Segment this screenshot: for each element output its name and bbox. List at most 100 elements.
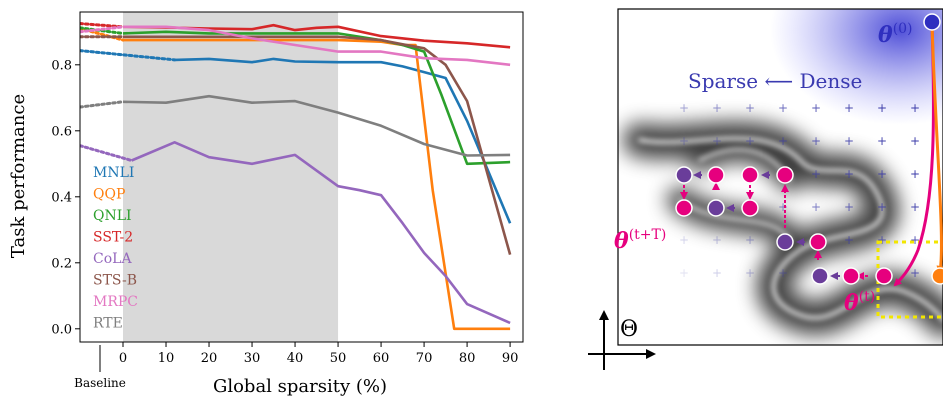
line-chart: 0 10 20 30 40 50 60 70 80 90 0.0 0.2 0.4 0.6 0.8 MNLI…: [8, 11, 524, 397]
x-tick-label: 50: [330, 351, 347, 366]
grid-plus: +: [877, 101, 887, 115]
sparse-steps: [680, 171, 868, 280]
y-tick-label: 0.8: [51, 58, 72, 73]
grid-plus: +: [679, 101, 689, 115]
baseline-label: Baseline: [74, 376, 126, 390]
x-axis-label: Global sparsity (%): [213, 376, 387, 397]
x-tick-label: 20: [201, 351, 218, 366]
legend-entry-STS-B: STS-B: [93, 273, 137, 289]
node: [741, 199, 759, 217]
grid-plus: +: [910, 233, 920, 247]
grid-plus: +: [679, 266, 689, 280]
x-tick-label: 0: [119, 351, 127, 366]
trajectory-nodes: [675, 13, 943, 285]
grid-plus: +: [745, 101, 755, 115]
grid-plus: +: [910, 101, 920, 115]
grid-plus: +: [910, 200, 920, 214]
orange-trajectory-arrow: [930, 23, 943, 275]
x-tick-label: 40: [287, 351, 304, 366]
loss-valleys-blur: [623, 121, 943, 337]
legend-entry-CoLA: CoLA: [93, 251, 132, 267]
grid-plus: +: [811, 167, 821, 181]
thetaT-node: [675, 199, 693, 217]
series-baseline-link-4: [80, 144, 134, 162]
series-line-MNLI: [174, 57, 512, 224]
node: [811, 267, 829, 285]
series-layer: [80, 22, 512, 331]
series-line-QNLI: [122, 30, 511, 166]
node: [809, 233, 827, 251]
grid-plus: +: [811, 200, 821, 214]
highlight-box: [876, 240, 943, 319]
legend-entry-QNLI: QNLI: [93, 208, 132, 224]
theta0-node: [923, 13, 941, 31]
grid-plus: +: [910, 167, 920, 181]
node: [675, 166, 693, 184]
grid-plus: +: [712, 101, 722, 115]
grid-plus: +: [844, 233, 854, 247]
x-tick-label: 10: [158, 351, 175, 366]
legend-entry-QQP: QQP: [93, 187, 125, 203]
grid-plus: +: [679, 233, 689, 247]
thetat-node: [875, 267, 893, 285]
grid-plus: +: [877, 167, 887, 181]
series-baseline-link-0: [80, 49, 177, 62]
y-tick-label: 0.0: [51, 322, 72, 337]
y-tick-label: 0.6: [51, 124, 72, 139]
grid-plus: +: [877, 200, 887, 214]
grid-plus: +: [844, 167, 854, 181]
y-axis-label: Task performance: [8, 94, 29, 258]
node: [776, 166, 794, 184]
series-baseline-link-3: [80, 22, 125, 29]
grid-plus: +: [778, 200, 788, 214]
y-tick-label: 0.4: [51, 190, 72, 205]
node: [741, 166, 759, 184]
legend-entry-MNLI: MNLI: [93, 165, 134, 181]
landscape-background: ++++++++++++++++++++++++++++++++++++++++…: [623, 9, 943, 337]
theta-axis-label: Θ: [620, 317, 638, 342]
grid-plus: +: [745, 266, 755, 280]
plot-frame: [79, 11, 524, 343]
node: [776, 233, 794, 251]
x-tick-label: 70: [416, 351, 433, 366]
x-tick-label: 90: [502, 351, 519, 366]
dense-region: [770, 9, 943, 125]
orange-node: [931, 267, 943, 285]
grid-plus: +: [778, 266, 788, 280]
optimization-diagram: ++++++++++++++++++++++++++++++++++++++++…: [588, 8, 943, 370]
theta0-label: θ(0): [878, 21, 913, 48]
grid-plus: +: [778, 134, 788, 148]
x-tick-label: 30: [244, 351, 261, 366]
grid-plus: +: [778, 101, 788, 115]
grid-plus: +: [844, 101, 854, 115]
series-line-RTE: [122, 94, 511, 157]
y-tick-label: 0.2: [51, 256, 72, 271]
grid-plus: +: [910, 134, 920, 148]
grid-plus: +: [745, 233, 755, 247]
series-line-QQP: [123, 38, 511, 331]
grid-plus: +: [712, 266, 722, 280]
y-axis-ticks: 0.0 0.2 0.4 0.6 0.8: [51, 58, 80, 337]
grid-plus: +: [745, 134, 755, 148]
x-axis-ticks: 0 10 20 30 40 50 60 70 80 90: [119, 342, 519, 366]
grid-plus: +: [844, 200, 854, 214]
series-line-CoLA: [131, 141, 511, 325]
node: [707, 199, 725, 217]
thetaT-label: θ(t+T): [614, 227, 666, 254]
grid-plus: +: [712, 134, 722, 148]
series-baseline-link-6: [80, 25, 125, 34]
legend: MNLI QQP QNLI SST-2 CoLA STS-B MRPC RTE: [93, 165, 138, 332]
diagram-frame: [617, 8, 943, 346]
x-tick-label: 60: [373, 351, 390, 366]
grid-plus: +: [877, 134, 887, 148]
x-tick-label: 80: [459, 351, 476, 366]
sparse-dense-title: Sparse ⟵ Dense: [688, 69, 862, 93]
thetat-label: θ(t): [844, 289, 875, 316]
theta-axes: Θ: [588, 310, 656, 370]
grid-plus: +: [910, 266, 920, 280]
legend-entry-MRPC: MRPC: [93, 294, 138, 310]
series-line-MRPC: [123, 25, 511, 67]
legend-entry-SST-2: SST-2: [93, 230, 133, 246]
grid-plus: +: [811, 134, 821, 148]
